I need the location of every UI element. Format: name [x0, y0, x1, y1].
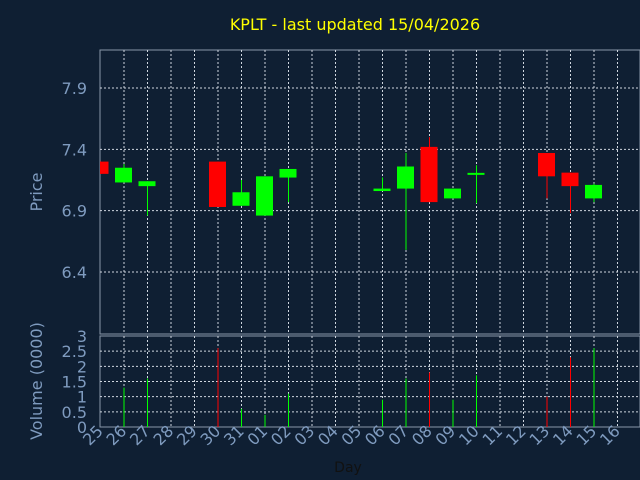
candle — [232, 180, 250, 206]
volume-panel: 32.521.510.50 — [62, 327, 640, 437]
volume-bars — [123, 348, 595, 427]
volume-axis-ticks: 32.521.510.50 — [62, 327, 87, 437]
candle — [561, 172, 579, 214]
candle-body — [397, 166, 414, 189]
candle — [100, 161, 109, 174]
x-axis-ticks: 2526272829303101020304050607080910111213… — [79, 421, 624, 449]
volume-tick-label: 0.5 — [62, 403, 87, 422]
x-axis-label: Day — [334, 460, 362, 476]
candle-body — [100, 161, 109, 174]
candle-body — [279, 168, 297, 178]
candle — [115, 164, 132, 183]
volume-tick-label: 3 — [77, 327, 87, 346]
candle — [209, 161, 226, 207]
volume-tick-label: 1 — [77, 388, 87, 407]
candle-body — [467, 172, 485, 175]
price-tick-label: 6.4 — [62, 263, 87, 282]
candle-body — [209, 161, 226, 207]
candle — [585, 183, 602, 203]
candles — [100, 137, 602, 250]
candle-body — [115, 167, 132, 183]
price-tick-label: 7.9 — [62, 79, 87, 98]
chart-title: KPLT - last updated 15/04/2026 — [230, 15, 480, 34]
candle-body — [444, 188, 461, 199]
candle — [444, 188, 461, 199]
candle-body — [373, 188, 391, 192]
candle-body — [232, 192, 250, 206]
volume-tick-label: 2 — [77, 357, 87, 376]
candle — [373, 177, 391, 192]
price-plot-area — [99, 49, 640, 335]
candle-body — [561, 172, 579, 187]
volume-tick-label: 2.5 — [62, 342, 87, 361]
candle-body — [538, 153, 555, 177]
candle-body — [256, 176, 273, 216]
candle-body — [138, 181, 156, 187]
price-tick-label: 7.4 — [62, 140, 87, 159]
volume-tick-label: 0 — [77, 418, 87, 437]
price-panel: 7.9 7.4 6.9 6.4 — [62, 49, 640, 335]
candle — [397, 153, 414, 250]
candle — [138, 181, 156, 216]
candle — [538, 153, 555, 199]
price-axis-ticks: 7.9 7.4 6.9 6.4 — [62, 79, 87, 282]
candle — [279, 168, 297, 203]
volume-axis-label: Volume (0000) — [27, 322, 46, 440]
candle-body — [585, 184, 602, 199]
price-tick-label: 6.9 — [62, 202, 87, 221]
candle — [420, 137, 438, 203]
volume-tick-label: 1.5 — [62, 373, 87, 392]
price-axis-label: Price — [27, 172, 46, 211]
candle — [467, 165, 485, 204]
candle-body — [420, 146, 438, 203]
candle — [256, 176, 273, 216]
